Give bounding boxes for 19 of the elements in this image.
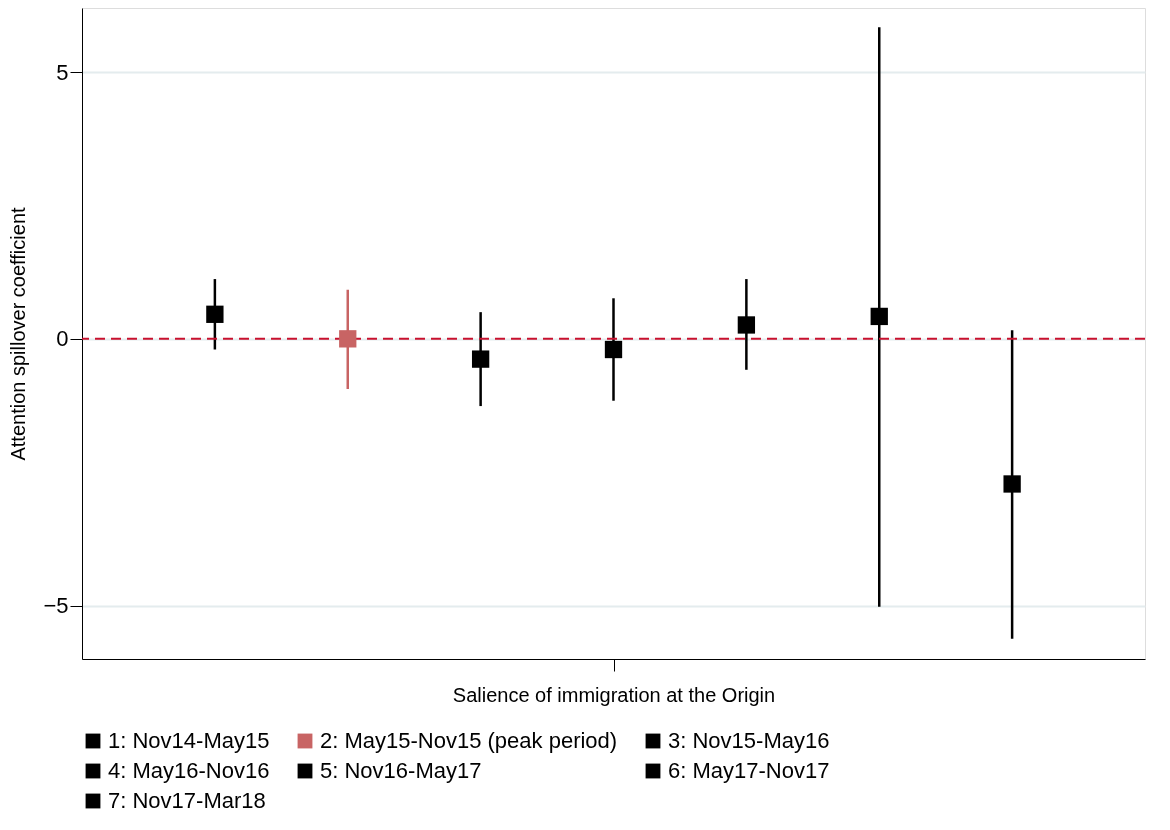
point	[604, 340, 623, 359]
point	[737, 316, 756, 334]
legend-label: 6: May17-Nov17	[668, 758, 830, 783]
legend-label: 2: May15-Nov15 (peak period)	[320, 728, 618, 753]
legend-label: 5: Nov16-May17	[320, 758, 482, 783]
point	[1003, 475, 1021, 493]
legend-label: 4: May16-Nov16	[108, 758, 270, 783]
point	[870, 307, 888, 326]
point	[471, 350, 490, 368]
legend-label: 7: Nov17-Mar18	[108, 788, 266, 813]
y-axis-title: Attention spillover coefficient	[7, 207, 30, 461]
y-tick-label: 0	[56, 326, 69, 352]
y-tick-label: −5	[43, 593, 69, 619]
y-tick-label: 5	[56, 59, 69, 85]
x-axis-title: Salience of immigration at the Origin	[452, 684, 776, 706]
point	[339, 330, 357, 348]
point	[206, 305, 224, 323]
legend-label: 1: Nov14-May15	[108, 728, 270, 753]
legend-label: 3: Nov15-May16	[668, 728, 830, 753]
